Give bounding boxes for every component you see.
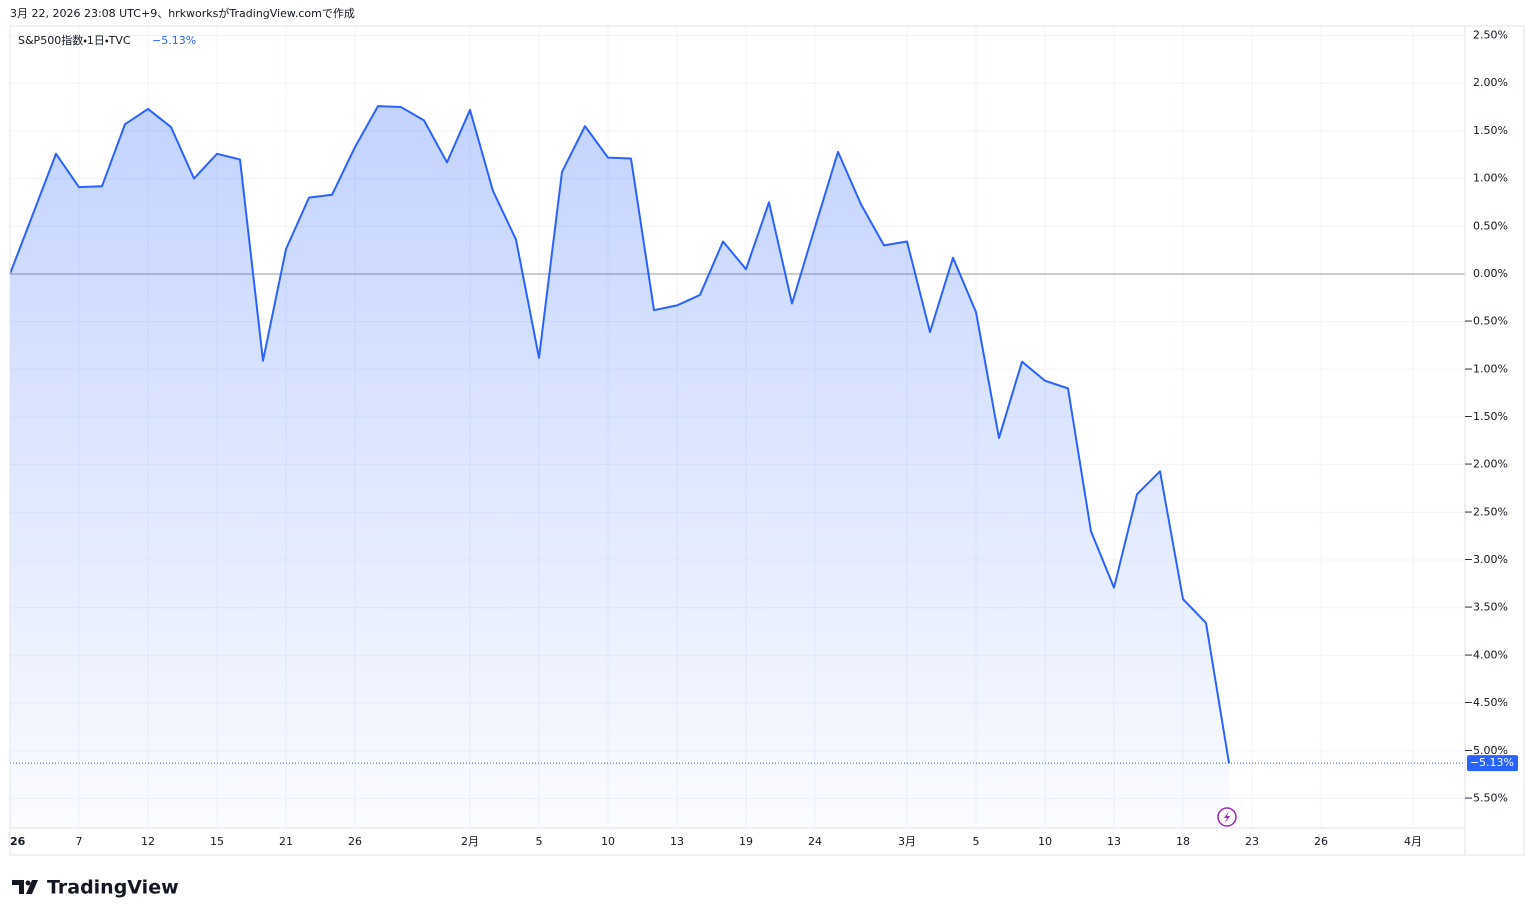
y-tick-label: −1.50%: [1464, 410, 1508, 423]
y-tick-label: −3.50%: [1464, 601, 1508, 614]
x-tick-label: 13: [1107, 835, 1121, 848]
x-tick-label: 26: [348, 835, 362, 848]
x-tick-label: 5: [973, 835, 980, 848]
x-tick-label: 10: [601, 835, 615, 848]
y-tick-label: 0.50%: [1473, 219, 1508, 232]
x-tick-label: 7: [76, 835, 83, 848]
y-tick-label: −0.50%: [1464, 315, 1508, 328]
x-tick-label: 15: [210, 835, 224, 848]
x-tick-label: 24: [808, 835, 822, 848]
x-tick-label: 12: [141, 835, 155, 848]
area: [10, 106, 1229, 829]
lightning-icon: [1217, 807, 1237, 827]
y-tick-label: −2.00%: [1464, 458, 1508, 471]
y-tick-label: −3.00%: [1464, 553, 1508, 566]
x-tick-label: 19: [739, 835, 753, 848]
x-tick-label: 26: [10, 835, 26, 848]
y-tick-label: 1.00%: [1473, 172, 1508, 185]
y-tick-label: −2.50%: [1464, 505, 1508, 518]
x-tick-label: 5: [536, 835, 543, 848]
header: 3月 22, 2026 23:08 UTC+9、hrkworksがTrading…: [10, 6, 355, 20]
last-value-box: [1467, 755, 1518, 772]
y-tick-label: 0.00%: [1473, 267, 1508, 280]
line: [9, 105, 1230, 764]
x-tick-label: 23: [1245, 835, 1259, 848]
y-tick-label: −1.00%: [1464, 362, 1508, 375]
y-tick-label: −4.00%: [1464, 648, 1508, 661]
logo: TradingView: [12, 877, 179, 899]
chart-title: S&P500指数・1日・TVC: [18, 33, 131, 47]
x-tick-label: 3月: [898, 835, 916, 848]
y-tick-label: −5.50%: [1464, 791, 1508, 804]
y-tick-label: 2.50%: [1473, 29, 1508, 42]
frame: [9, 25, 1525, 856]
y-tick-label: 2.00%: [1473, 76, 1508, 89]
y-tick-label: 1.50%: [1473, 124, 1508, 137]
x-tick-label: 10: [1038, 835, 1052, 848]
y-tick-label: −5.00%: [1464, 744, 1508, 757]
last-value-label: −5.13%: [1470, 756, 1514, 769]
x-tick-label: 2月: [461, 835, 479, 848]
y-tick-label: −4.50%: [1464, 696, 1508, 709]
x-tick-label: 21: [279, 835, 293, 848]
x-tick-label: 13: [670, 835, 684, 848]
x-tick-label: 18: [1176, 835, 1190, 848]
x-tick-label: 26: [1314, 835, 1328, 848]
logo-text: TradingView: [47, 877, 179, 899]
x-tick-label: 4月: [1404, 835, 1422, 848]
legend-value: −5.13%: [152, 34, 196, 47]
